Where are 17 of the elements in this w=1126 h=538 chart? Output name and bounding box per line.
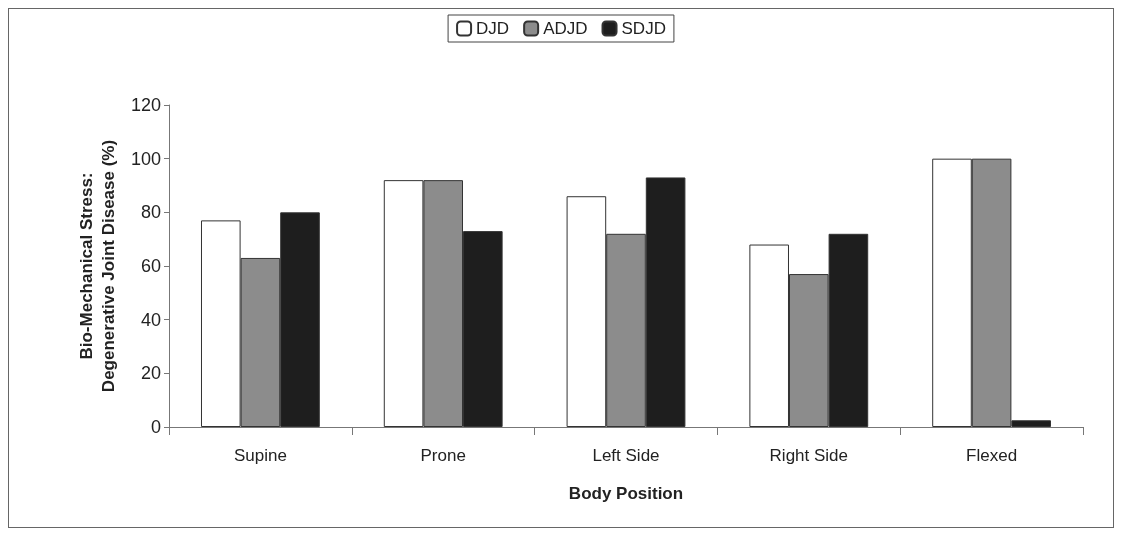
y-axis-title: Bio-Mechanical Stress: Degenerative Joint Disease (%) (76, 139, 118, 393)
y-tick-label: 100 (130, 148, 161, 169)
y-tick-label: 40 (140, 309, 161, 330)
y-tick-label: 0 (150, 417, 161, 437)
y-tick-label: 20 (140, 363, 161, 384)
x-tick-label: Right Side (769, 446, 849, 465)
legend-label: DJD (476, 19, 510, 38)
x-tick-label: Supine (233, 446, 287, 465)
x-tick-label: Flexed (966, 446, 1018, 465)
x-tick-label: Prone (420, 446, 466, 465)
legend-label: ADJD (543, 19, 588, 38)
x-tick-label: Left Side (592, 446, 660, 465)
y-tick-label: 80 (140, 202, 161, 223)
x-axis-title: Body Position (568, 484, 684, 503)
y-tick-label: 120 (130, 95, 161, 115)
legend-label: SDJD (621, 19, 666, 38)
y-tick-label: 60 (140, 256, 161, 276)
